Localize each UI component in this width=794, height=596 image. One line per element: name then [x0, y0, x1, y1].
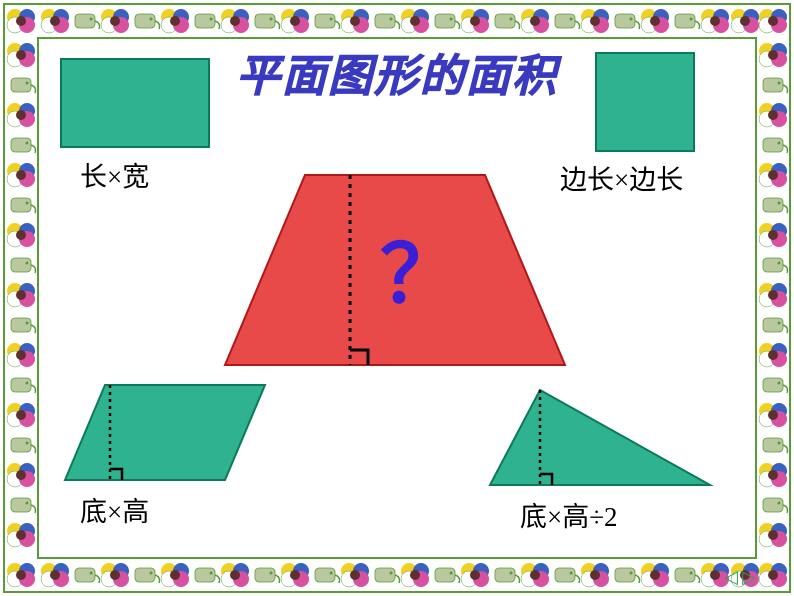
triangle-label: 底×高÷2 — [520, 495, 618, 534]
page-title: 平面图形的面积 — [236, 40, 558, 104]
square-shape — [595, 52, 695, 152]
rectangle-label: 长×宽 — [80, 155, 149, 194]
slide-content: 平面图形的面积 长×宽 边长×边长 ？ 底×高 底×高÷2 — [40, 40, 754, 556]
next-button[interactable]: ▷ — [742, 567, 756, 588]
triangle-shape — [485, 385, 715, 495]
parallelogram-label: 底×高 — [80, 490, 149, 529]
question-mark: ？ — [380, 210, 460, 326]
parallelogram-shape — [60, 380, 270, 490]
prev-button[interactable]: ◁ — [724, 567, 738, 588]
rectangle-shape — [60, 58, 210, 148]
square-label: 边长×边长 — [560, 158, 683, 197]
